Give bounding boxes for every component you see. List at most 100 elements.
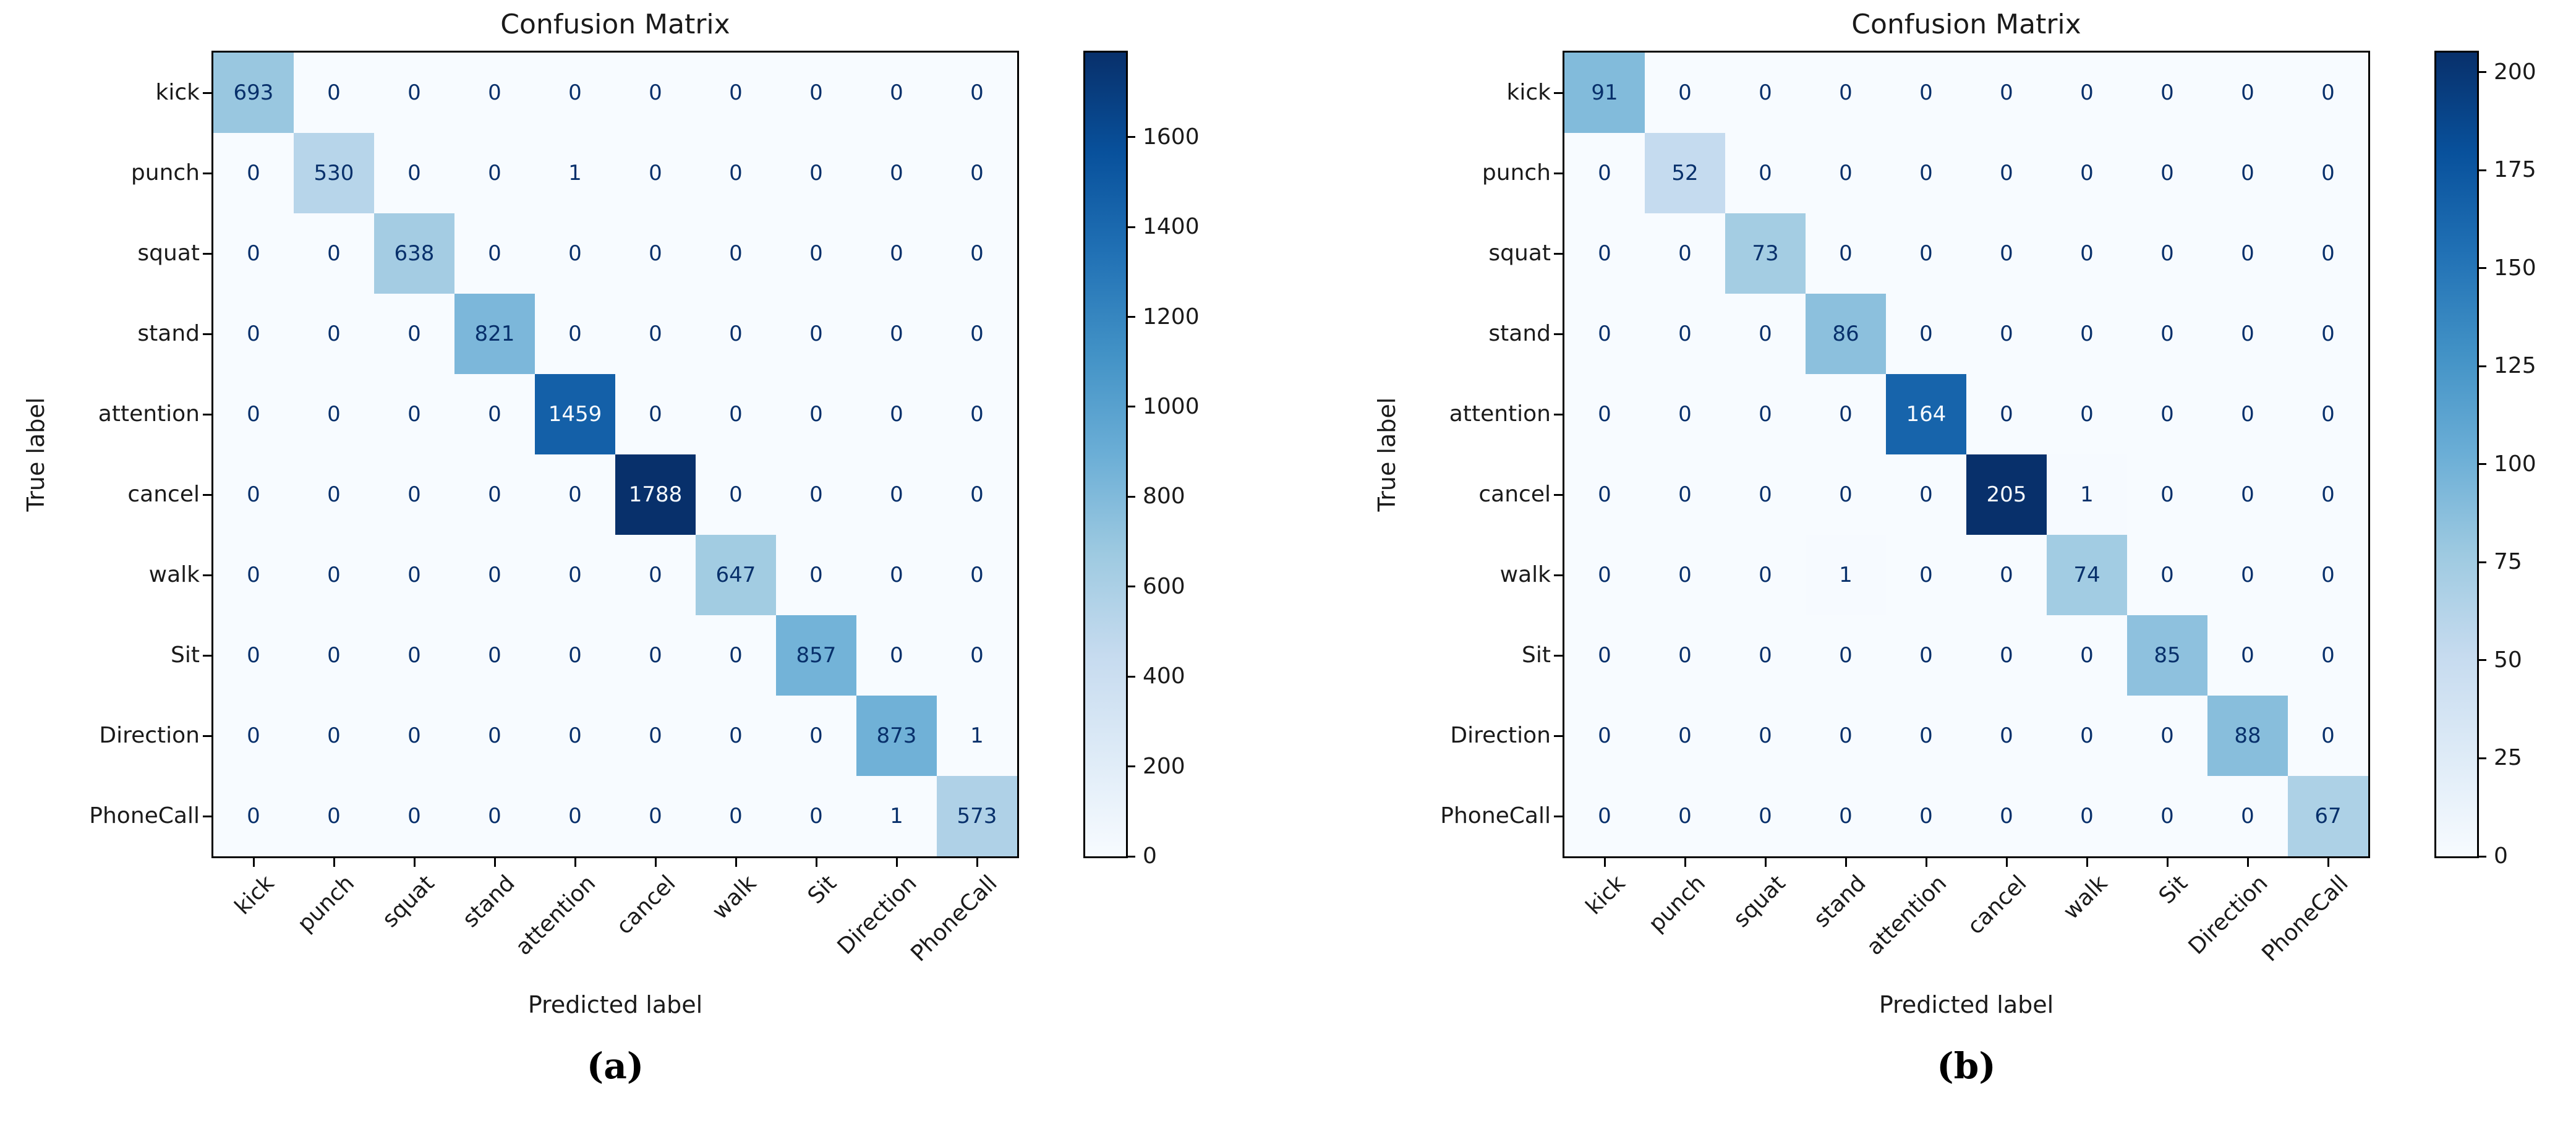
matrix-cell: 0 — [2127, 696, 2207, 776]
matrix-cell: 0 — [776, 294, 856, 374]
matrix-cell: 0 — [2127, 53, 2207, 133]
matrix-cell: 0 — [213, 133, 294, 213]
colorbar-tick — [2479, 659, 2486, 662]
matrix-cell: 0 — [294, 696, 374, 776]
matrix-cell: 0 — [2288, 535, 2368, 615]
matrix-cell: 1788 — [615, 454, 696, 535]
colorbar-tick — [1128, 586, 1135, 588]
matrix-cell: 0 — [1806, 133, 1886, 213]
matrix-cell: 0 — [696, 374, 776, 454]
matrix-cell: 0 — [1806, 696, 1886, 776]
colorbar-tick-label: 1600 — [1143, 124, 1200, 150]
matrix-cell: 0 — [1966, 696, 2047, 776]
matrix-cell: 0 — [776, 535, 856, 615]
colorbar — [1083, 51, 1128, 858]
y-tick — [203, 413, 211, 415]
y-tick — [1554, 172, 1563, 174]
y-tick — [203, 92, 211, 94]
matrix-cell: 0 — [1725, 294, 1806, 374]
y-tick — [1554, 654, 1563, 657]
matrix-cell: 0 — [1806, 454, 1886, 535]
matrix-cell: 0 — [1806, 53, 1886, 133]
x-tick — [1764, 858, 1767, 867]
y-tick-label: walk — [1499, 562, 1551, 587]
x-tick — [493, 858, 496, 867]
matrix-cell: 0 — [1725, 374, 1806, 454]
matrix-cell: 0 — [1645, 615, 1725, 696]
matrix-cell: 0 — [776, 776, 856, 856]
matrix-cell: 0 — [213, 696, 294, 776]
matrix-cell: 0 — [937, 374, 1017, 454]
matrix-cell: 0 — [374, 454, 454, 535]
x-tick — [2086, 858, 2088, 867]
matrix-cell: 0 — [294, 535, 374, 615]
y-tick-label: cancel — [1478, 482, 1551, 507]
matrix-plot: 91 0 0 0 0 0 0 0 0 0 0 52 0 0 0 0 0 0 0 0 0 0 73 0 0 0 0 0 0 0 0 0 0 86 0 0… — [1563, 51, 2370, 858]
matrix-cell: 0 — [2288, 294, 2368, 374]
colorbar-tick — [1128, 765, 1135, 768]
panel-a: Confusion Matrix True label 693 0 0 0 0 0 0 0 0 0… — [22, 9, 1200, 1087]
colorbar-tick-label: 0 — [2494, 843, 2508, 869]
matrix-cell: 0 — [2047, 294, 2127, 374]
matrix-cell: 0 — [696, 615, 776, 696]
x-tick — [333, 858, 335, 867]
matrix-cell: 0 — [454, 374, 535, 454]
matrix-cell: 0 — [454, 133, 535, 213]
matrix-cell: 0 — [2288, 374, 2368, 454]
chart-title: Confusion Matrix — [500, 9, 730, 40]
y-tick — [1554, 574, 1563, 576]
y-tick — [203, 574, 211, 576]
matrix-cell: 0 — [2047, 133, 2127, 213]
matrix-cell: 0 — [454, 615, 535, 696]
y-tick — [1554, 333, 1563, 335]
matrix-cell: 0 — [1966, 133, 2047, 213]
y-tick-label: Direction — [1450, 723, 1551, 748]
matrix-cell: 0 — [1966, 615, 2047, 696]
matrix-cell: 0 — [1725, 615, 1806, 696]
y-tick — [1554, 493, 1563, 496]
x-tick — [895, 858, 898, 867]
colorbar-tick-label: 400 — [1143, 663, 1185, 689]
matrix-cell: 0 — [1966, 776, 2047, 856]
matrix-cell: 0 — [615, 294, 696, 374]
x-tick — [1603, 858, 1606, 867]
x-tick — [976, 858, 978, 867]
colorbar-gradient — [1085, 53, 1126, 856]
matrix-cell: 52 — [1645, 133, 1725, 213]
colorbar-tick — [2479, 267, 2486, 270]
matrix-cell: 0 — [1725, 696, 1806, 776]
matrix-cell: 0 — [696, 53, 776, 133]
colorbar-tick — [2479, 757, 2486, 759]
matrix-cell: 0 — [1886, 535, 1966, 615]
colorbar-tick-label: 0 — [1143, 843, 1157, 869]
matrix-cell: 0 — [696, 454, 776, 535]
matrix-plot: 693 0 0 0 0 0 0 0 0 0 0 530 0 0 1 0 0 0 0 0 0 0 638 0 0 0 0 0 0 0 0 0 0 8… — [211, 51, 1019, 858]
matrix-cell: 1 — [856, 776, 937, 856]
matrix-cell: 0 — [1725, 454, 1806, 535]
matrix-cell: 0 — [856, 53, 937, 133]
matrix-cell: 0 — [1886, 615, 1966, 696]
y-tick — [203, 815, 211, 817]
colorbar-tick — [1128, 136, 1135, 138]
panel-b: Confusion Matrix True label 91 0 0 0 0 0 0 0 0 0 0… — [1351, 0, 2576, 1129]
matrix-cell: 0 — [615, 696, 696, 776]
matrix-cell: 0 — [294, 615, 374, 696]
matrix-cell: 67 — [2288, 776, 2368, 856]
matrix-cell: 0 — [213, 294, 294, 374]
matrix-cell: 0 — [454, 454, 535, 535]
y-tick — [203, 493, 211, 496]
matrix-cell: 0 — [213, 213, 294, 294]
colorbar-tick-label: 150 — [2494, 255, 2536, 281]
matrix-cell: 0 — [776, 374, 856, 454]
matrix-cell: 0 — [1645, 294, 1725, 374]
matrix-cell: 0 — [1886, 294, 1966, 374]
matrix-cell: 0 — [1645, 374, 1725, 454]
matrix-cell: 1459 — [535, 374, 615, 454]
colorbar-tick — [1128, 675, 1135, 678]
matrix-cell: 0 — [2127, 294, 2207, 374]
matrix-cell: 0 — [1645, 213, 1725, 294]
y-tick — [1554, 413, 1563, 415]
matrix-cell: 693 — [213, 53, 294, 133]
y-tick-label: Direction — [99, 723, 200, 748]
